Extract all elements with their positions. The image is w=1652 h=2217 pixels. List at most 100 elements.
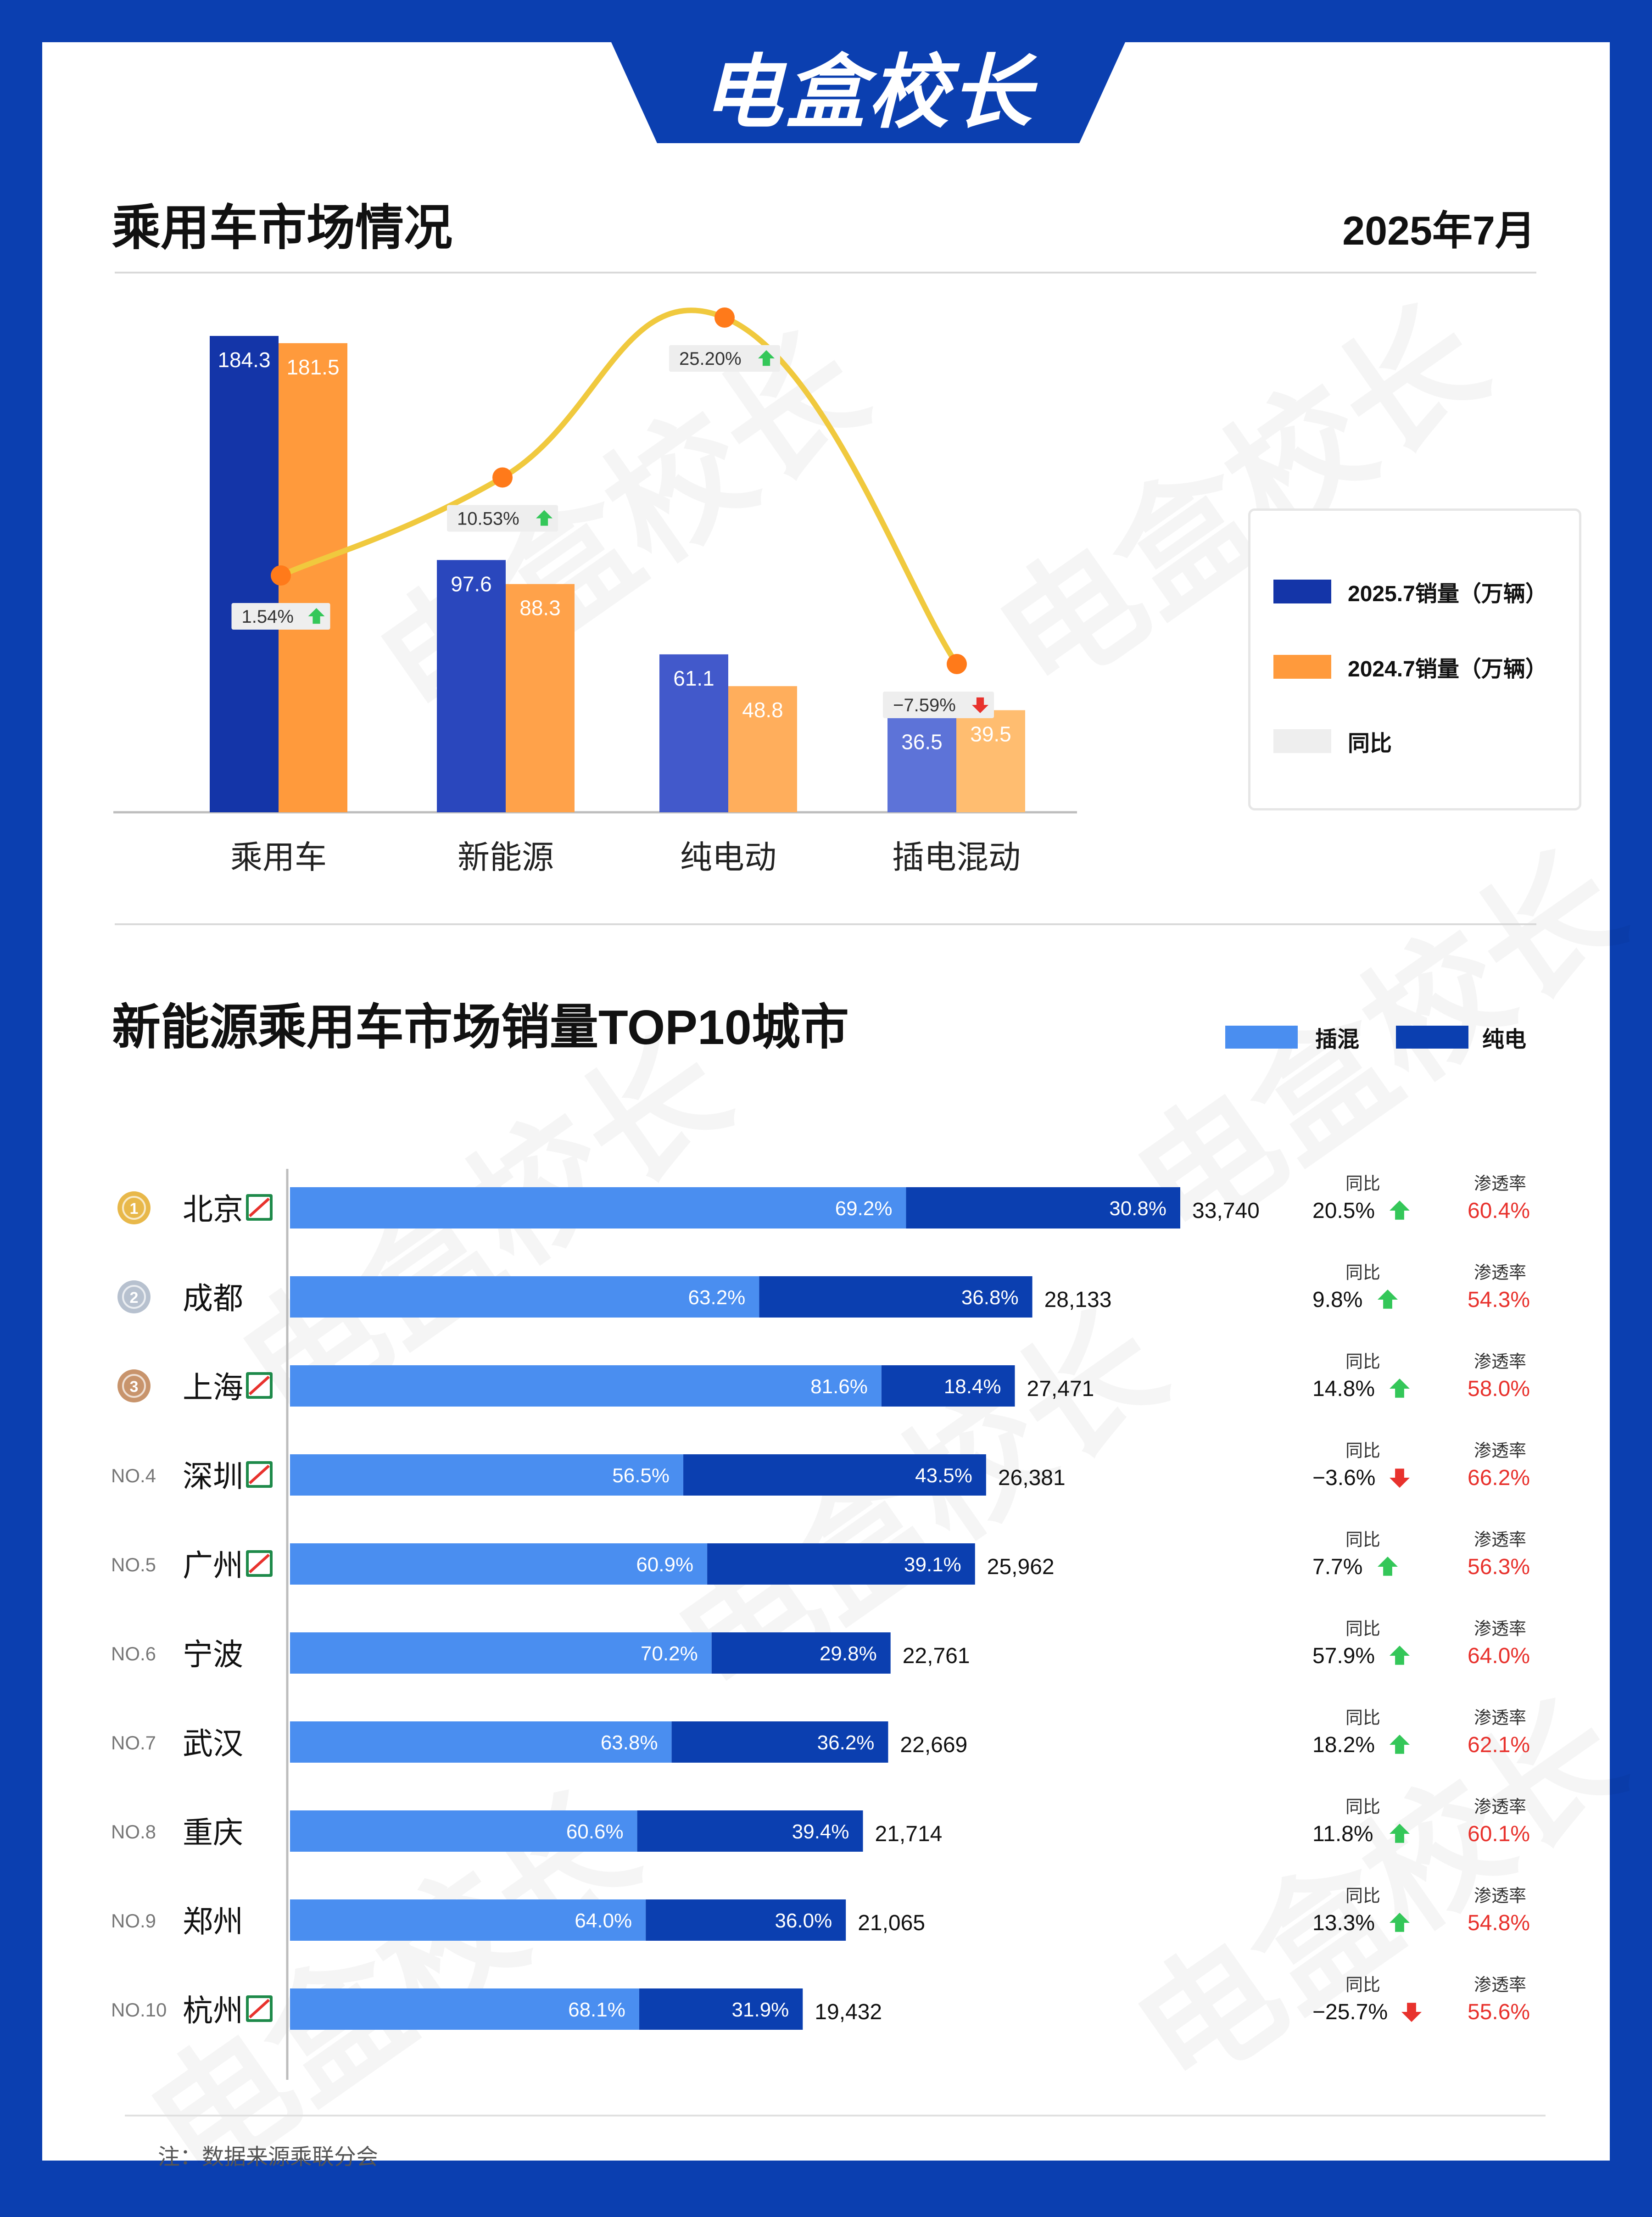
- bar-2025: [887, 718, 956, 812]
- legend-swatch: [1273, 580, 1331, 603]
- bar-value-label: 97.6: [451, 572, 492, 596]
- passenger-market-chart: 184.3 181.5 乘用车 97.6 88.3 新能源 61.1 48.8 纯电动 36.5 3…: [113, 307, 1077, 875]
- bar-plug: [290, 1899, 646, 1941]
- chart-legend: 2025.7销量（万辆） 2024.7销量（万辆） 同比: [1248, 508, 1581, 810]
- medal-ring: [122, 1374, 146, 1398]
- yoy-value: 14.8%: [1312, 1377, 1375, 1401]
- rank-label: NO.9: [111, 1910, 156, 1932]
- category-label: 插电混动: [892, 839, 1021, 875]
- table-row: NO.10 杭州 68.1% 31.9% 19,432 同比 −25.7% 渗透率 55.6%: [111, 1976, 1530, 2030]
- yoy-caption: 同比: [1345, 1709, 1380, 1728]
- total-value: 22,669: [900, 1733, 967, 1757]
- yoy-point: [714, 307, 735, 328]
- bar-plug-label: 69.2%: [835, 1197, 893, 1220]
- bar-plug: [290, 1187, 906, 1229]
- rate-caption: 渗透率: [1474, 1619, 1526, 1639]
- divider: [115, 923, 1536, 925]
- bar-value-label: 48.8: [742, 698, 783, 722]
- yoy-caption: 同比: [1345, 1530, 1380, 1550]
- bar-2025: [437, 560, 506, 812]
- bar-plug: [290, 1632, 712, 1674]
- bar-plug: [290, 1543, 708, 1585]
- bar-plug-label: 70.2%: [641, 1642, 698, 1665]
- medal-ring: [122, 1196, 146, 1220]
- arrow-up-icon: [1390, 1735, 1410, 1754]
- legend-label-plug: 插混: [1315, 1028, 1360, 1052]
- rank-label: NO.8: [111, 1821, 156, 1843]
- bar-2024: [728, 686, 797, 812]
- bar-pure: [646, 1899, 846, 1941]
- bar-pure-label: 36.0%: [775, 1910, 832, 1932]
- rank-label: NO.10: [111, 1999, 167, 2021]
- bar-pure: [639, 1988, 803, 2030]
- yoy-caption: 同比: [1345, 1263, 1380, 1283]
- rate-caption: 渗透率: [1474, 1530, 1526, 1550]
- bar-pure-label: 29.8%: [820, 1642, 877, 1665]
- rate-value: 55.6%: [1468, 2000, 1530, 2024]
- city-name: 杭州: [183, 1994, 243, 2027]
- yoy-line: [278, 307, 960, 667]
- bar-pure: [707, 1543, 975, 1585]
- bar-plug-label: 60.9%: [636, 1553, 693, 1576]
- rank-label: NO.5: [111, 1554, 156, 1575]
- rank-label: 2: [130, 1289, 139, 1307]
- rate-value: 62.1%: [1468, 1733, 1530, 1757]
- bar-plug-label: 68.1%: [568, 1999, 625, 2021]
- total-value: 19,432: [815, 2000, 882, 2024]
- arrow-up-icon: [308, 608, 325, 624]
- divider: [115, 272, 1536, 274]
- rate-caption: 渗透率: [1474, 1887, 1526, 1906]
- arrow-up-icon: [1390, 1646, 1410, 1665]
- category-label: 新能源: [458, 839, 554, 875]
- table-row: 2 成都 63.2% 36.8% 28,133 同比 9.8% 渗透率 54.3%: [117, 1263, 1530, 1318]
- city-name: 深圳: [183, 1459, 243, 1493]
- arrow-up-icon: [536, 510, 553, 526]
- bar-plug: [290, 1454, 684, 1496]
- table-row: 3 上海 81.6% 18.4% 27,471 同比 14.8% 渗透率 58.0%: [117, 1352, 1530, 1407]
- green-plate-mark: [248, 1375, 270, 1396]
- legend-swatch: [1273, 729, 1331, 753]
- rate-caption: 渗透率: [1474, 1798, 1526, 1817]
- arrow-up-icon: [1378, 1557, 1398, 1576]
- bar-pure: [671, 1721, 888, 1763]
- bar-plug: [290, 1988, 639, 2030]
- category-label: 纯电动: [680, 839, 776, 875]
- arrow-up-icon: [1390, 1824, 1410, 1843]
- table-row: NO.6 宁波 70.2% 29.8% 22,761 同比 57.9% 渗透率 64.0%: [111, 1619, 1530, 1674]
- arrow-down-icon: [972, 697, 988, 713]
- legend-label: 2025.7销量（万辆）: [1348, 582, 1547, 606]
- city-name: 郑州: [183, 1904, 243, 1938]
- bar-value-label: 61.1: [673, 666, 714, 690]
- city-name: 武汉: [183, 1726, 243, 1760]
- city-name: 重庆: [183, 1815, 243, 1849]
- total-value: 25,962: [987, 1555, 1055, 1579]
- bar-value-label: 88.3: [519, 596, 561, 620]
- yoy-label: 1.54%: [242, 607, 294, 627]
- table-row: 1 北京 69.2% 30.8% 33,740 同比 20.5% 渗透率 60.4%: [117, 1174, 1530, 1229]
- bar-pure: [711, 1632, 891, 1674]
- green-plate-mark: [248, 1999, 270, 2019]
- top10-cities-chart: 1 北京 69.2% 30.8% 33,740 同比 20.5% 渗透率 60.4% 2 成都 63.…: [111, 1169, 1530, 2080]
- legend-item-2024: 2024.7销量（万辆）: [1273, 653, 1547, 681]
- yoy-value: 7.7%: [1312, 1555, 1362, 1579]
- rank-label: 1: [130, 1200, 139, 1217]
- total-value: 22,761: [903, 1644, 970, 1668]
- rate-value: 66.2%: [1468, 1466, 1530, 1490]
- rank-label: NO.7: [111, 1732, 156, 1753]
- arrow-up-icon: [1390, 1201, 1410, 1220]
- rate-value: 54.8%: [1468, 1911, 1530, 1935]
- bar-plug-label: 63.2%: [688, 1286, 746, 1309]
- yoy-caption: 同比: [1345, 1352, 1380, 1372]
- yoy-point: [492, 467, 513, 488]
- rate-value: 58.0%: [1468, 1377, 1530, 1401]
- arrow-up-icon: [758, 350, 775, 366]
- city-name: 北京: [183, 1192, 243, 1226]
- bar-plug-label: 81.6%: [810, 1375, 868, 1398]
- city-name: 成都: [183, 1281, 243, 1315]
- yoy-value: 13.3%: [1312, 1911, 1375, 1935]
- yoy-value: 20.5%: [1312, 1199, 1375, 1223]
- yoy-value: 11.8%: [1312, 1822, 1373, 1846]
- report-card: 电盒校长 电盒校长 电盒校长 电盒校长 电盒校长 电盒校长 电盒校长 电盒校长 …: [42, 42, 1610, 2169]
- top10-legend: 插混 纯电: [1225, 1023, 1526, 1052]
- rate-caption: 渗透率: [1474, 1709, 1526, 1728]
